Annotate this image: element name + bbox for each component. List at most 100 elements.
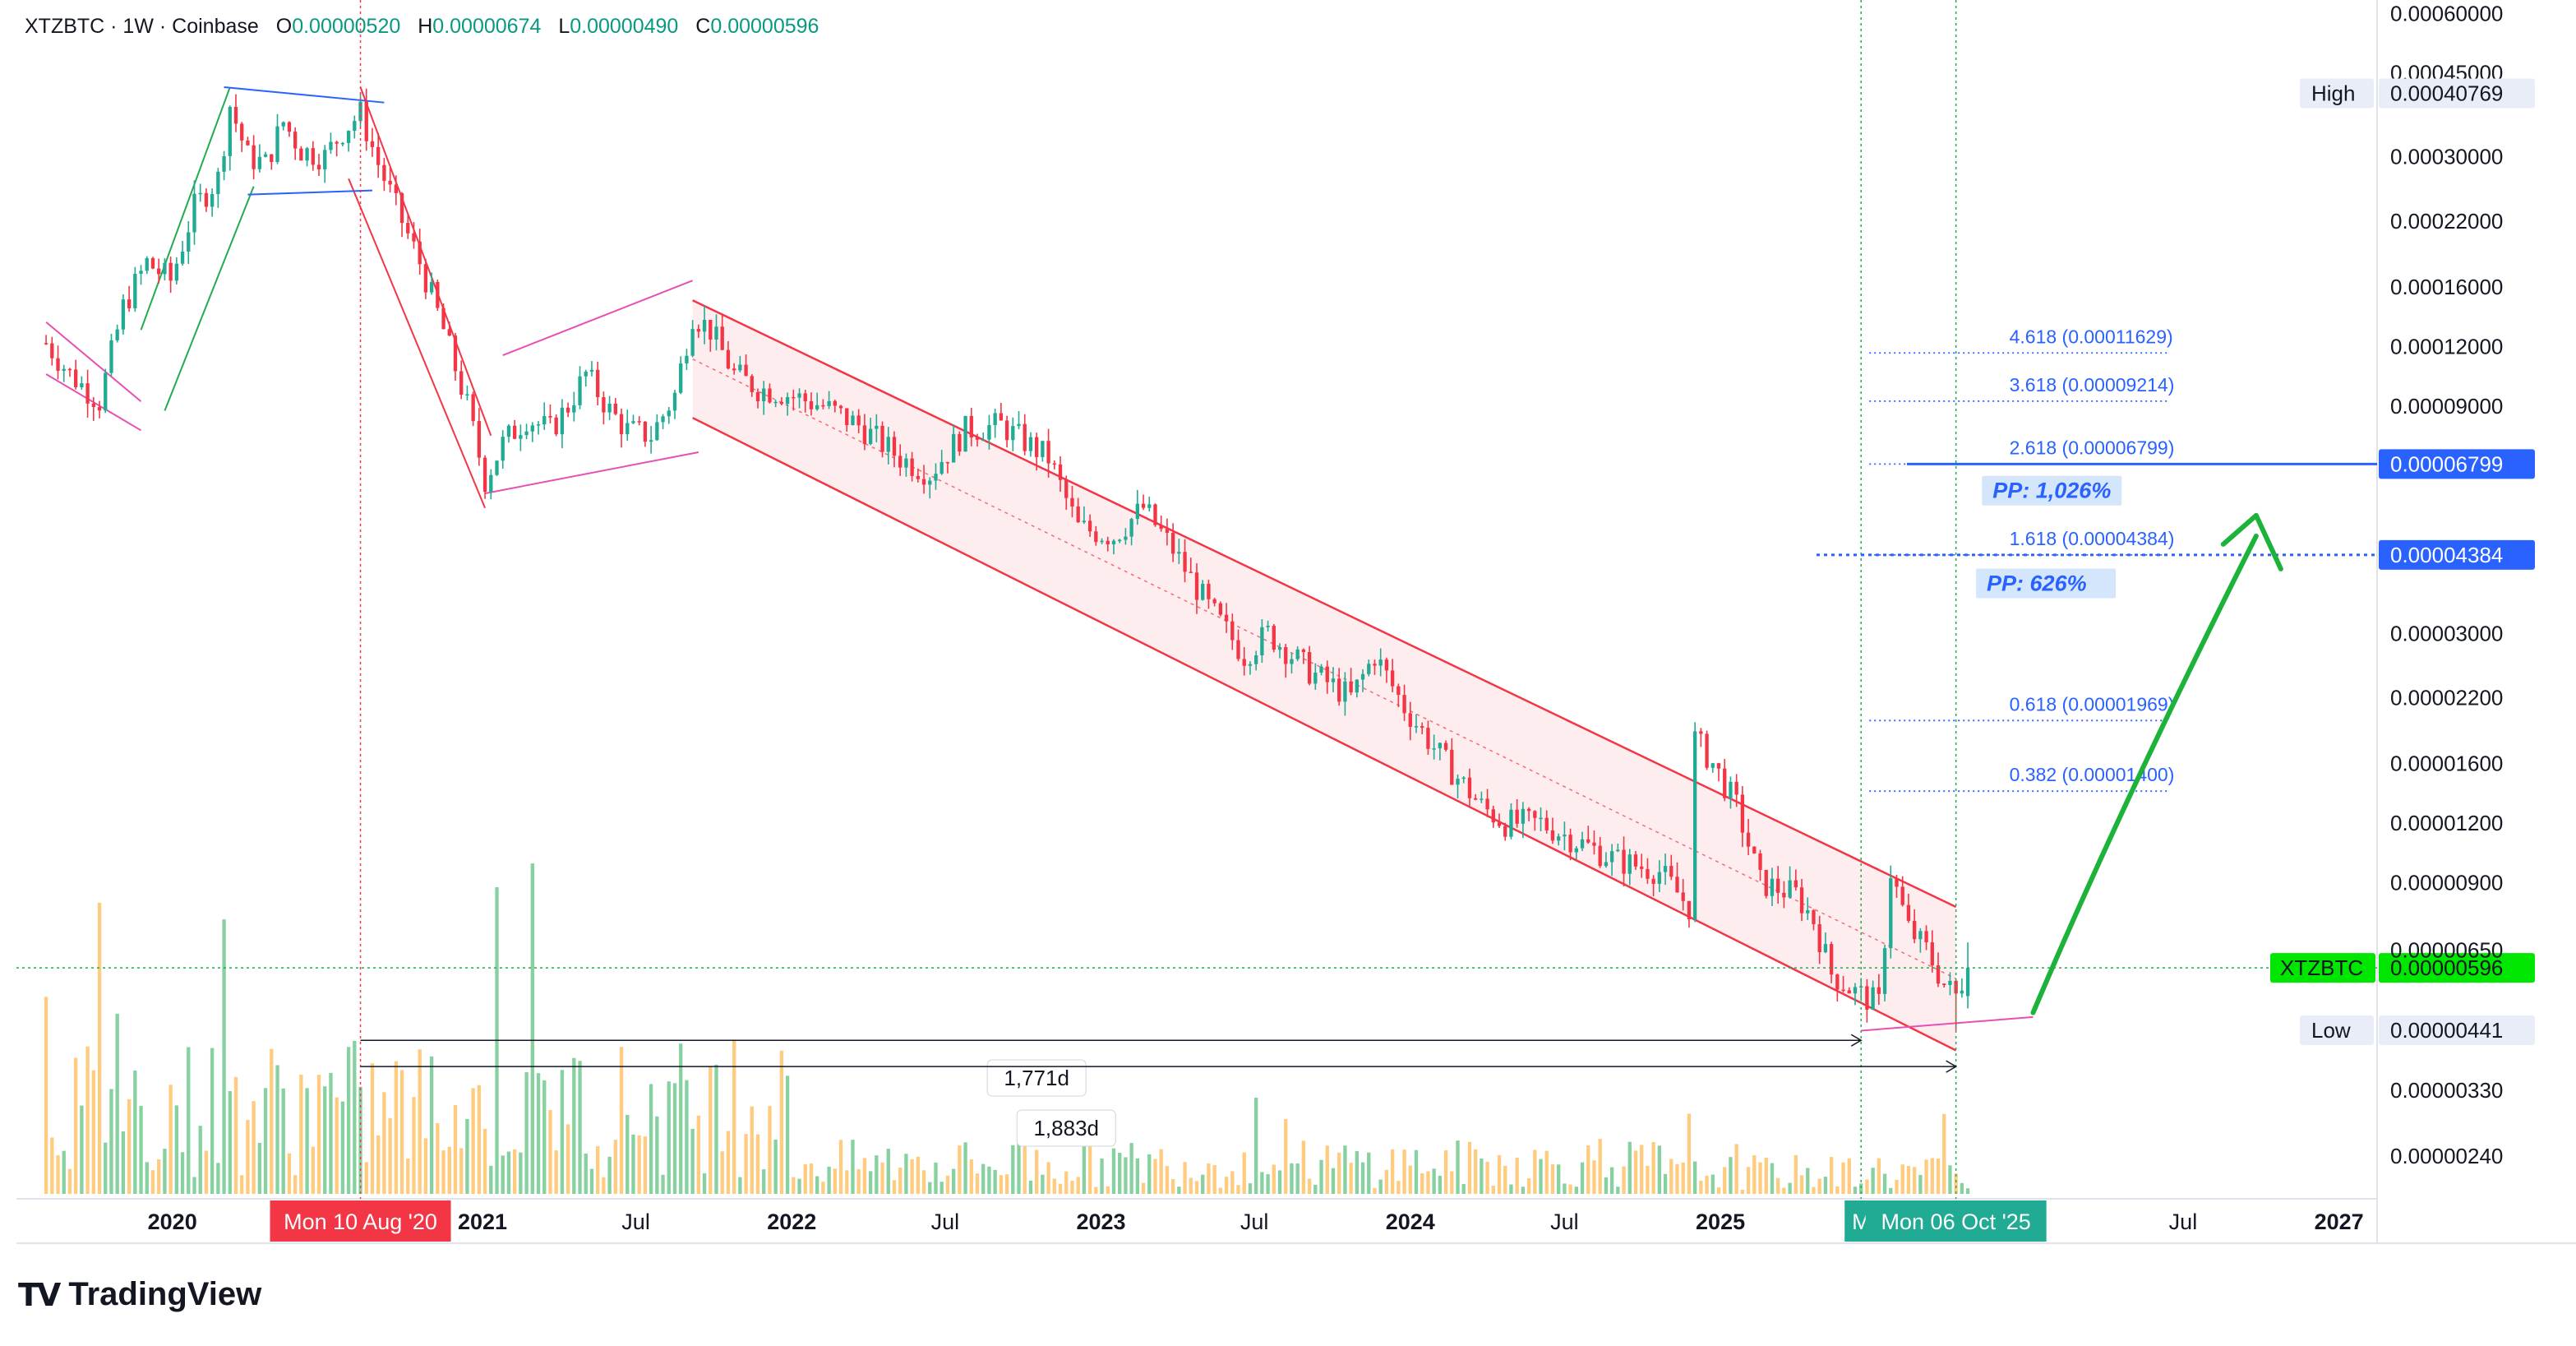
- candle[interactable]: [1794, 869, 1798, 891]
- candle[interactable]: [643, 421, 648, 447]
- candle[interactable]: [690, 320, 695, 358]
- candle[interactable]: [542, 402, 547, 430]
- candle[interactable]: [626, 409, 630, 442]
- candle[interactable]: [821, 399, 825, 409]
- candle[interactable]: [1835, 974, 1840, 1002]
- candle[interactable]: [1408, 701, 1412, 741]
- candle[interactable]: [1035, 432, 1039, 471]
- candle[interactable]: [1284, 644, 1288, 678]
- candle[interactable]: [56, 345, 60, 380]
- candle[interactable]: [898, 444, 903, 476]
- wedge-2021-upper[interactable]: [502, 280, 693, 357]
- candle[interactable]: [246, 136, 250, 146]
- candle[interactable]: [1017, 410, 1021, 430]
- candle[interactable]: [1201, 580, 1205, 601]
- candle[interactable]: [1687, 900, 1692, 928]
- candle[interactable]: [732, 363, 736, 375]
- candle[interactable]: [204, 188, 209, 212]
- candle[interactable]: [619, 408, 624, 448]
- candle[interactable]: [287, 121, 292, 137]
- candle[interactable]: [1266, 620, 1270, 631]
- candle[interactable]: [1841, 975, 1845, 993]
- candle[interactable]: [1776, 866, 1780, 904]
- candle[interactable]: [1153, 503, 1157, 527]
- candle[interactable]: [1124, 528, 1128, 545]
- candle[interactable]: [809, 392, 814, 416]
- candle[interactable]: [1900, 876, 1904, 907]
- candle[interactable]: [1509, 803, 1513, 840]
- candle[interactable]: [1355, 679, 1359, 698]
- candle[interactable]: [1473, 793, 1478, 801]
- wedge-2025-lower[interactable]: [1861, 1015, 2034, 1032]
- candle[interactable]: [827, 391, 831, 409]
- candle[interactable]: [1948, 972, 1952, 996]
- candle[interactable]: [1539, 807, 1543, 831]
- candle[interactable]: [91, 396, 95, 421]
- wedge-2021-lower[interactable]: [484, 451, 699, 495]
- candle[interactable]: [281, 121, 285, 131]
- candle[interactable]: [1373, 659, 1377, 675]
- candle[interactable]: [44, 335, 48, 345]
- candle[interactable]: [655, 414, 659, 442]
- candle[interactable]: [1692, 722, 1697, 923]
- candle[interactable]: [1782, 881, 1786, 909]
- candle[interactable]: [1461, 775, 1466, 784]
- candle[interactable]: [1633, 851, 1638, 870]
- candle[interactable]: [1456, 774, 1460, 799]
- candle[interactable]: [1028, 432, 1033, 457]
- candle[interactable]: [1432, 734, 1436, 760]
- candle[interactable]: [1360, 668, 1365, 692]
- candle[interactable]: [530, 422, 534, 442]
- candle[interactable]: [779, 397, 784, 405]
- candle[interactable]: [785, 392, 790, 416]
- candle[interactable]: [519, 424, 523, 451]
- candle[interactable]: [1129, 517, 1133, 546]
- candle[interactable]: [1889, 865, 1893, 959]
- candle[interactable]: [1295, 646, 1300, 662]
- projection-arrow[interactable]: [2030, 533, 2259, 1015]
- candle[interactable]: [939, 450, 944, 475]
- candle[interactable]: [1734, 774, 1738, 807]
- candle[interactable]: [275, 113, 279, 164]
- candle[interactable]: [1515, 798, 1519, 828]
- candle[interactable]: [62, 364, 66, 382]
- candle[interactable]: [1604, 852, 1609, 868]
- flag-lower-line[interactable]: [247, 189, 372, 196]
- candle[interactable]: [1823, 932, 1828, 954]
- candle[interactable]: [1041, 441, 1045, 462]
- drop-channel-lower[interactable]: [348, 178, 486, 509]
- candle[interactable]: [376, 132, 381, 178]
- candle[interactable]: [548, 404, 552, 423]
- candle[interactable]: [862, 414, 867, 451]
- candle[interactable]: [394, 175, 398, 206]
- candle[interactable]: [270, 154, 274, 170]
- candle[interactable]: [744, 354, 748, 377]
- candle[interactable]: [1592, 830, 1596, 855]
- rise-channel-upper[interactable]: [140, 86, 231, 331]
- candle[interactable]: [1544, 810, 1549, 834]
- candle[interactable]: [1390, 659, 1395, 693]
- candle[interactable]: [1177, 539, 1181, 565]
- wedge-2019-upper[interactable]: [45, 321, 142, 403]
- candle[interactable]: [987, 414, 991, 450]
- candle[interactable]: [1912, 909, 1917, 944]
- candle[interactable]: [1936, 952, 1941, 988]
- candle[interactable]: [335, 141, 339, 157]
- candle[interactable]: [1746, 818, 1751, 855]
- candle[interactable]: [792, 389, 796, 411]
- candle[interactable]: [856, 409, 861, 434]
- candle[interactable]: [910, 451, 914, 482]
- candle[interactable]: [1503, 822, 1507, 841]
- candle[interactable]: [679, 356, 683, 395]
- candle[interactable]: [293, 127, 298, 160]
- candle[interactable]: [1882, 944, 1887, 1001]
- candle[interactable]: [1165, 518, 1170, 546]
- candle[interactable]: [1331, 667, 1336, 692]
- candle[interactable]: [1325, 660, 1329, 694]
- candle[interactable]: [436, 280, 440, 312]
- candle[interactable]: [1011, 417, 1015, 451]
- candle[interactable]: [1242, 647, 1246, 676]
- candle[interactable]: [1004, 415, 1009, 448]
- candle[interactable]: [1058, 456, 1063, 493]
